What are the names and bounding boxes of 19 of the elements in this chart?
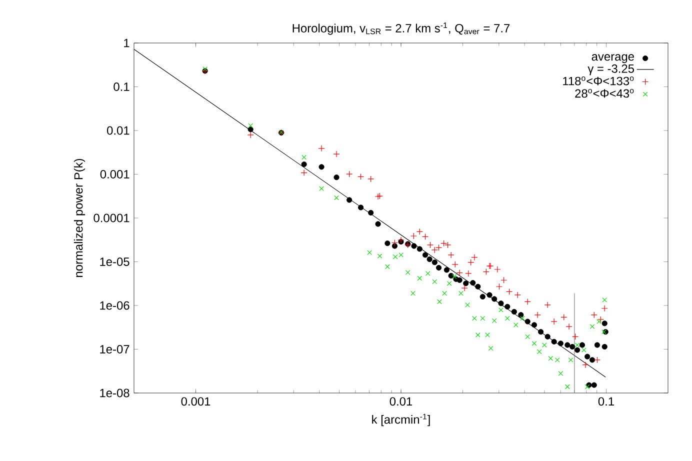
y-tick-label: 1 [124,38,130,48]
y-tick-label: 1e-06 [100,301,130,310]
y-tick-label: 1e-07 [100,345,130,354]
y-tick-label: 0.01 [107,126,130,135]
legend-label: 118$^{o}$<Φ<133$^{o}$ [563,76,634,86]
y-tick-label: 1e-05 [100,258,130,266]
y-tick-label: 1e-08 [100,388,130,398]
y-axis-title: normalized power P(k) [74,158,86,277]
legend-label: γ = -3.25 [588,64,634,76]
x-tick-label: 0.01 [390,397,412,406]
chart-title: Horologium, v$_{LSR}$ = 2.7 km s$^{-1}$, Q$_{aver}$ = 7.7 [292,22,510,35]
y-tick-label: 0.1 [114,82,130,91]
legend-label: average [592,54,634,64]
legend-label: 28$^{o}$<Φ<43$^{o}$ [575,88,634,98]
x-axis-title: k [arcmin$^{-1}$] [372,414,430,426]
x-tick-label: 0.1 [598,397,614,406]
y-tick-label: 0.001 [100,170,130,178]
x-tick-label: 0.001 [181,397,210,406]
y-tick-label: 0.0001 [94,214,130,222]
